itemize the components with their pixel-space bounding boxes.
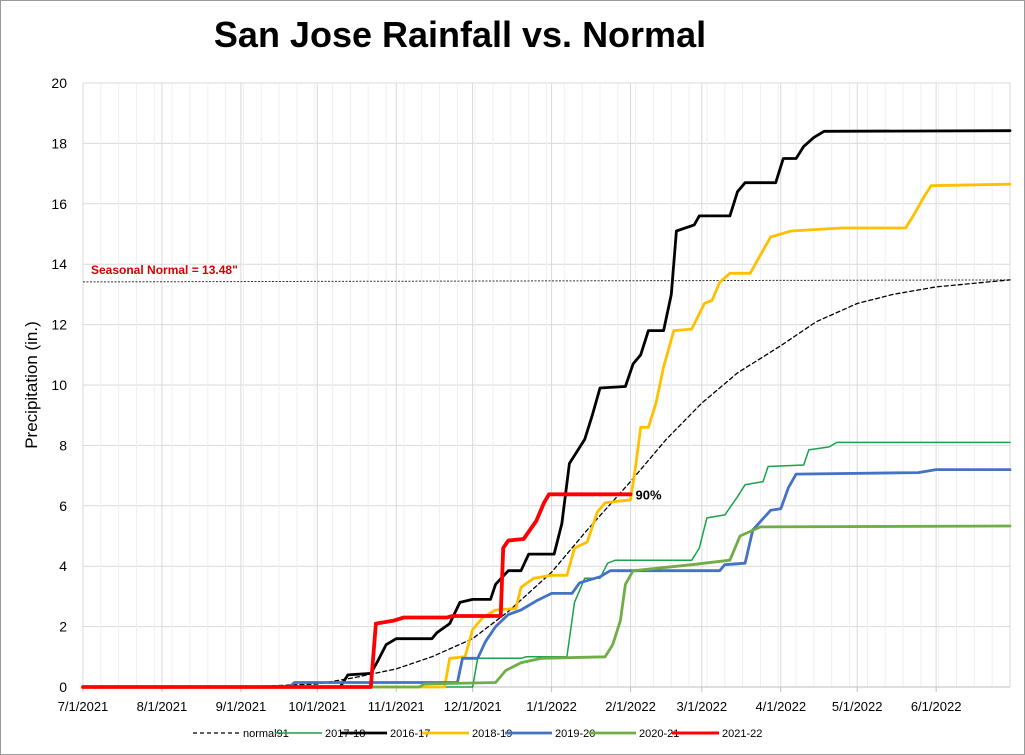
x-tick-label: 4/1/2022 [755, 699, 806, 714]
series-line-2016-17 [81, 129, 1012, 689]
y-tick-label: 16 [51, 196, 67, 212]
x-tick-label: 1/1/2022 [526, 699, 577, 714]
x-tick-label: 2/1/2022 [605, 699, 656, 714]
series-line-2019-20 [81, 468, 1012, 689]
series-line-2020-21 [81, 524, 1012, 689]
legend-label-2021-22: 2021-22 [722, 728, 762, 740]
y-tick-label: 2 [59, 619, 67, 635]
x-tick-label: 7/1/2021 [58, 699, 109, 714]
chart-title: San Jose Rainfall vs. Normal [213, 14, 707, 55]
y-tick-label: 18 [51, 135, 67, 151]
x-tick-label: 11/1/2021 [368, 699, 425, 714]
y-tick-label: 0 [59, 679, 67, 695]
y-tick-label: 20 [51, 75, 67, 91]
legend: normal912017-182016-172018-192019-202020… [193, 728, 762, 740]
legend-label-2016-17: 2016-17 [390, 728, 430, 740]
seasonal-normal-label: Seasonal Normal = 13.48" [91, 263, 238, 277]
series-line-2017-18 [82, 441, 1011, 688]
legend-label-normal91: normal91 [243, 728, 289, 740]
annotation-label: 90% [636, 487, 662, 502]
y-tick-label: 14 [51, 256, 67, 272]
legend-label-2018-19: 2018-19 [472, 728, 512, 740]
series-line-normal91 [82, 279, 1011, 688]
seasonal-normal-line [82, 279, 1011, 283]
x-tick-label: 8/1/2021 [137, 699, 188, 714]
x-tick-label: 5/1/2022 [832, 699, 883, 714]
reference-line-group: Seasonal Normal = 13.48" [82, 263, 1011, 283]
y-tick-label: 12 [51, 317, 67, 333]
x-tick-label: 3/1/2022 [677, 699, 728, 714]
series-line-2018-19 [81, 182, 1012, 689]
y-tick-label: 10 [51, 377, 67, 393]
y-axis-label: Precipitation (in.) [22, 321, 41, 449]
x-tick-label: 10/1/2021 [288, 699, 346, 714]
x-tick-label: 9/1/2021 [216, 699, 267, 714]
y-tick-label: 4 [59, 558, 67, 574]
legend-label-2019-20: 2019-20 [555, 728, 595, 740]
x-tick-label: 6/1/2022 [911, 699, 962, 714]
legend-label-2020-21: 2020-21 [639, 728, 679, 740]
series-group: 90% [81, 129, 1012, 689]
y-tick-label: 6 [59, 498, 67, 514]
x-tick-label: 12/1/2021 [444, 699, 502, 714]
series-line-2021-22 [81, 492, 633, 689]
axes: 0 2 4 6 8 10 12 14 16 18 20 7/1/2021 8/1/2021 9/1/202… [51, 75, 1010, 714]
y-tick-label: 8 [59, 437, 67, 453]
